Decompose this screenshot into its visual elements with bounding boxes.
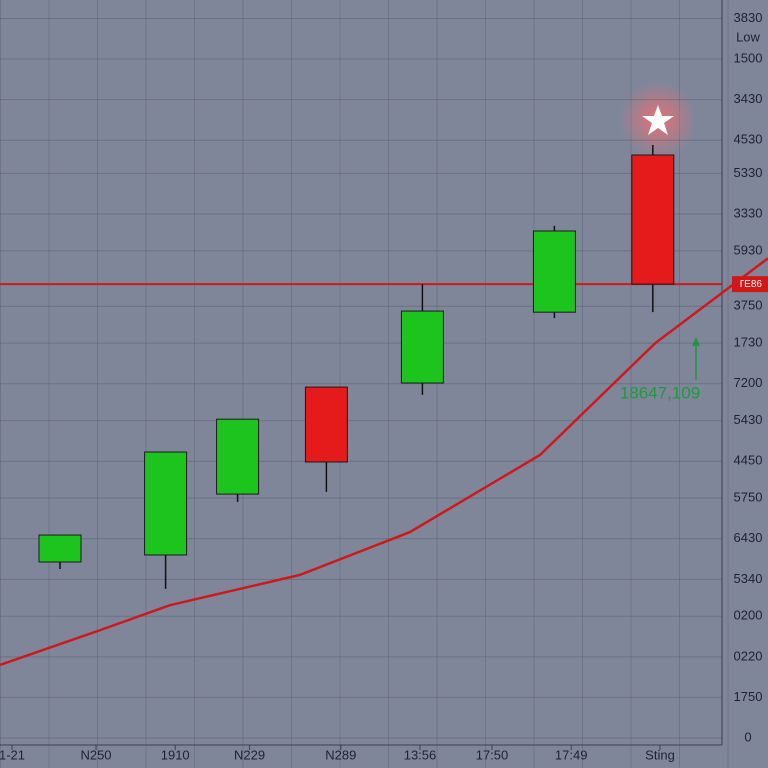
- y-tick-label: 7200: [734, 375, 763, 390]
- x-tick-label: 13:56: [404, 747, 437, 762]
- x-tick-label: N289: [325, 747, 356, 762]
- y-tick-label: 6430: [734, 530, 763, 545]
- x-tick-label: 17:50: [476, 747, 509, 762]
- candle-body: [144, 451, 188, 556]
- x-tick-label: 17:49: [555, 747, 588, 762]
- y-tick-label: 3750: [734, 298, 763, 313]
- y-tick-label: 0200: [734, 608, 763, 623]
- x-tick-label: 1-21: [0, 747, 25, 762]
- y-tick-label: 3430: [734, 91, 763, 106]
- y-tick-label: 5340: [734, 571, 763, 586]
- y-tick-label: 3830: [734, 10, 763, 25]
- trend-line: [0, 257, 768, 667]
- candle-body: [216, 418, 260, 495]
- y-tick-label: 1730: [734, 335, 763, 350]
- candle-body: [631, 154, 675, 285]
- y-tick-label: 5330: [734, 165, 763, 180]
- x-tick-label: Sting: [645, 747, 675, 762]
- y-tick-label: 4530: [734, 132, 763, 147]
- x-tick-label: N229: [234, 747, 265, 762]
- y-tick-label: 5930: [734, 242, 763, 257]
- y-axis-label: Low: [736, 29, 760, 44]
- y-tick-label: 5750: [734, 490, 763, 505]
- y-tick-label: 4450: [734, 453, 763, 468]
- level-label: TE86: [738, 279, 762, 290]
- star-icon: [642, 105, 674, 135]
- x-tick-label: 1910: [161, 747, 190, 762]
- y-tick-label: 5430: [734, 412, 763, 427]
- candle-body: [38, 534, 82, 563]
- candle-body: [304, 386, 348, 463]
- y-tick-label: 3330: [734, 205, 763, 220]
- x-tick-label: N250: [80, 747, 111, 762]
- annotation: 18647,109: [620, 383, 700, 402]
- y-tick-label: 1750: [734, 689, 763, 704]
- candle-body: [532, 230, 576, 313]
- annotation-arrow-head: [692, 337, 700, 346]
- y-tick-label: 1500: [734, 50, 763, 65]
- y-tick-label: 0: [744, 729, 751, 744]
- y-tick-label: 0220: [734, 648, 763, 663]
- candle-body: [400, 310, 444, 384]
